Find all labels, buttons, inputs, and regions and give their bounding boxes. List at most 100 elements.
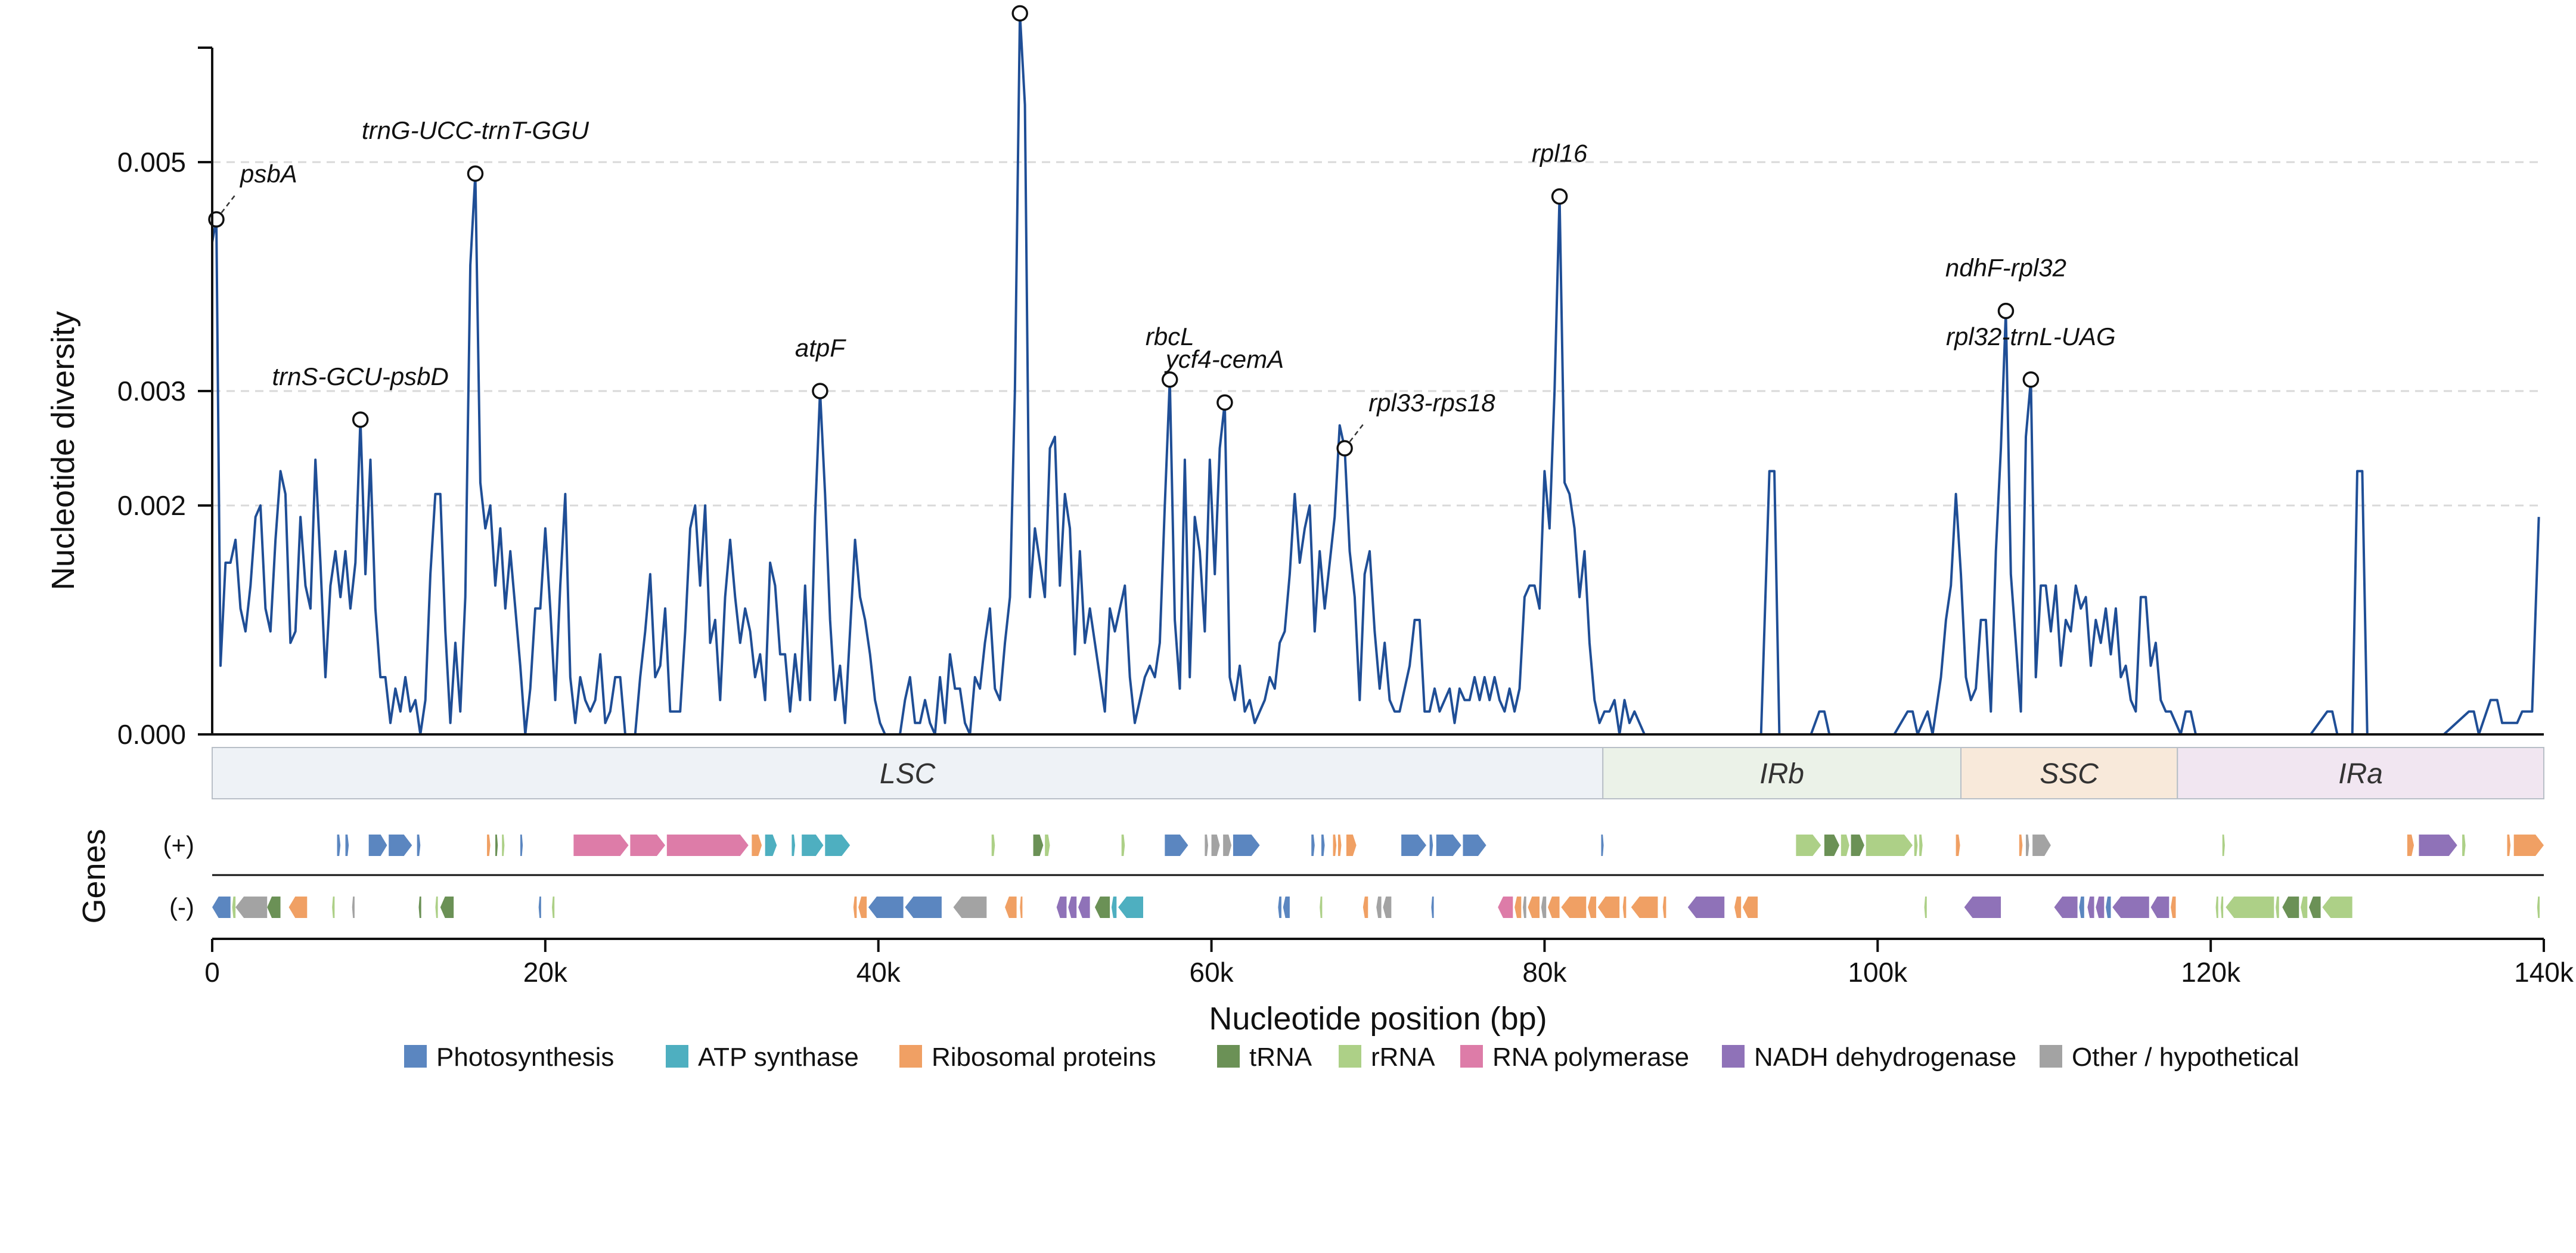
- gene-minus: [1431, 897, 1434, 918]
- gene-minus: [1597, 897, 1620, 918]
- gene-plus: [666, 835, 749, 856]
- x-tick-label: 60k: [1189, 957, 1234, 988]
- gene-minus: [267, 897, 281, 918]
- gene-minus: [1020, 897, 1023, 918]
- gene-minus: [1278, 897, 1281, 918]
- gene-plus: [1321, 835, 1325, 856]
- region-label: LSC: [880, 758, 936, 790]
- x-tick-label: 120k: [2181, 957, 2241, 988]
- gene-minus: [1056, 897, 1067, 918]
- gene-plus: [2462, 835, 2466, 856]
- peak-marker: [1161, 371, 1178, 388]
- gene-plus: [1919, 835, 1923, 856]
- peak-label: trnS-GCU-psbD: [272, 362, 448, 390]
- legend-label: RNA polymerase: [1492, 1043, 1689, 1072]
- gene-minus: [332, 897, 335, 918]
- gene-minus: [538, 897, 541, 918]
- gene-minus: [1561, 897, 1587, 918]
- gene-plus: [573, 835, 629, 856]
- gene-minus: [2322, 897, 2352, 918]
- gene-minus: [2226, 897, 2274, 918]
- gene-minus: [1964, 897, 2001, 918]
- gene-plus: [2025, 835, 2029, 856]
- gene-minus: [1548, 897, 1560, 918]
- legend-swatch: [899, 1045, 922, 1068]
- gene-plus: [1211, 835, 1220, 856]
- gene-plus: [1851, 835, 1864, 856]
- region-label: IRa: [2338, 758, 2383, 790]
- y-axis-title: Nucleotide diversity: [45, 311, 81, 590]
- gene-plus: [1463, 835, 1486, 856]
- legend-swatch: [1722, 1045, 1745, 1068]
- gene-minus: [1662, 897, 1666, 918]
- legend-item: tRNA: [1217, 1043, 1312, 1072]
- legend-item: ATP synthase: [666, 1043, 859, 1072]
- gene-minus: [2537, 897, 2540, 918]
- gene-plus: [487, 835, 491, 856]
- peak-marker: [1997, 302, 2015, 320]
- gene-minus: [418, 897, 421, 918]
- gene-plus: [1956, 835, 1960, 856]
- legend-label: Other / hypothetical: [2072, 1043, 2299, 1072]
- gene-plus: [1436, 835, 1461, 856]
- region-ssc: [1960, 747, 2178, 799]
- legend-swatch: [404, 1045, 427, 1068]
- gene-plus: [502, 835, 505, 856]
- region-label: IRb: [1759, 758, 1804, 790]
- peak-label: rbcL: [1146, 322, 1194, 351]
- gene-plus: [2222, 835, 2225, 856]
- gene-minus: [1005, 897, 1017, 918]
- legend-swatch: [1460, 1045, 1483, 1068]
- gene-minus: [1320, 897, 1323, 918]
- gene-plus: [2032, 835, 2051, 856]
- legend-item: RNA polymerase: [1460, 1043, 1689, 1072]
- gene-minus: [1514, 897, 1522, 918]
- peak-marker: [1216, 394, 1233, 411]
- diversity-line: [211, 12, 2540, 736]
- diversity-series: [211, 12, 2540, 736]
- gene-minus: [1631, 897, 1658, 918]
- gene-minus: [1376, 897, 1382, 918]
- gene-plus: [1033, 835, 1044, 856]
- peak-label: rpl33-rps18: [1368, 389, 1495, 417]
- gene-minus: [1924, 897, 1927, 918]
- plus-strand-label: (+): [163, 831, 195, 859]
- gene-minus: [2301, 897, 2308, 918]
- peak-leader: [215, 193, 237, 220]
- gene-plus: [752, 835, 762, 856]
- gene-plus: [1346, 835, 1357, 856]
- gene-minus: [1742, 897, 1758, 918]
- peak-marker: [1551, 188, 1568, 205]
- gene-minus: [1734, 897, 1742, 918]
- legend-label: Photosynthesis: [436, 1043, 614, 1072]
- gene-minus: [1068, 897, 1077, 918]
- gene-plus: [2407, 835, 2414, 856]
- gene-minus: [1111, 897, 1117, 918]
- gene-plus: [1429, 835, 1433, 856]
- peak-marker: [1011, 5, 1028, 22]
- gene-minus: [2220, 897, 2224, 918]
- gene-minus: [2276, 897, 2279, 918]
- gene-minus: [905, 897, 942, 918]
- gene-plus: [1824, 835, 1840, 856]
- x-tick-label: 80k: [1522, 957, 1567, 988]
- gene-plus: [825, 835, 851, 856]
- x-tick-label: 140k: [2514, 957, 2574, 988]
- gene-plus: [1205, 835, 1208, 856]
- gene-plus: [792, 835, 795, 856]
- legend-swatch: [1339, 1045, 1361, 1068]
- region-bar: LSC IRb SSC IRa: [212, 747, 2544, 799]
- gene-plus: [368, 835, 387, 856]
- peak-label: trnG-UCC-trnT-GGU: [362, 116, 589, 144]
- peak-marker: [467, 165, 484, 182]
- legend-swatch: [666, 1045, 688, 1068]
- minus-strand-label: (-): [169, 893, 194, 921]
- peak-marker: [2022, 371, 2040, 388]
- gene-minus: [853, 897, 857, 918]
- gene-minus: [1363, 897, 1368, 918]
- gene-minus: [1283, 897, 1290, 918]
- region-irb: [1602, 747, 1962, 799]
- gene-plus: [1337, 835, 1342, 856]
- gene-minus: [1118, 897, 1144, 918]
